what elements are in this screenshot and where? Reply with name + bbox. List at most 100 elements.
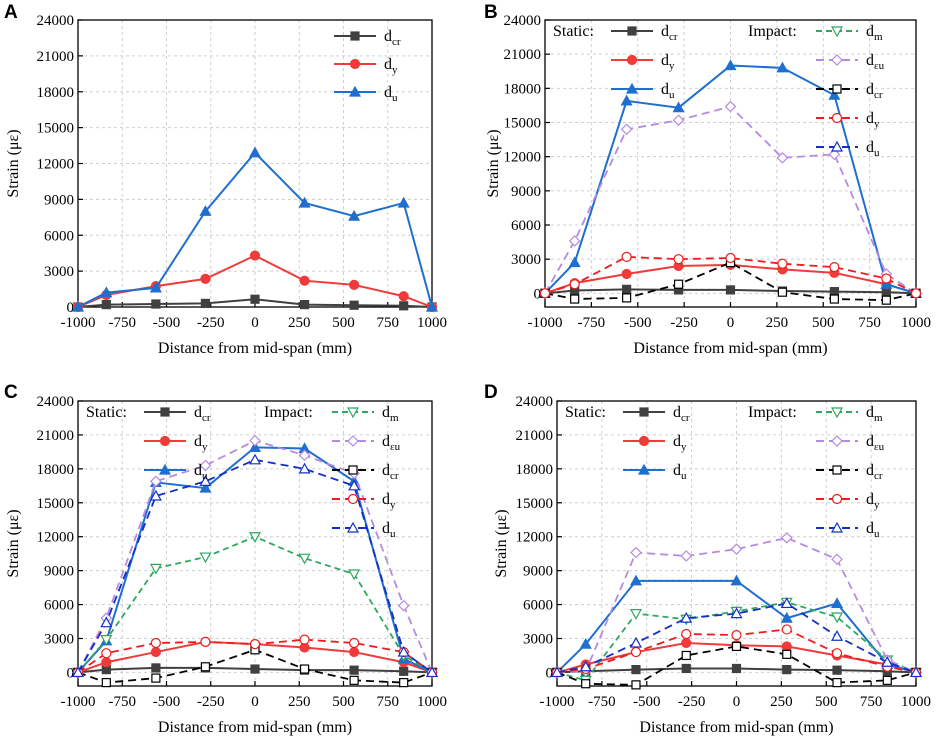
- data-point-i_eu: [150, 475, 162, 488]
- data-point-s_cr: [299, 300, 310, 310]
- y-tick-label: 9000: [44, 192, 74, 208]
- data-point-s_y: [621, 268, 632, 280]
- legend-label-subscript: u: [874, 147, 880, 159]
- legend-marker: [347, 493, 359, 505]
- data-point-i_u: [881, 656, 894, 667]
- legend-label-subscript: m: [390, 412, 399, 424]
- data-point-i_u: [100, 616, 113, 628]
- data-point-s_cr: [622, 284, 632, 294]
- y-tick-label: 15000: [37, 496, 75, 512]
- x-axis-title: Distance from mid-span (mm): [158, 340, 352, 357]
- data-point-i_y: [673, 254, 684, 265]
- x-tick-label: 750: [858, 315, 881, 331]
- legend-label-main: d: [866, 139, 874, 156]
- chart-panel-C: -1000 -750 -500 -250 0 250 500 750 1000 0 3000 6000…: [4, 382, 447, 736]
- data-point-i_u: [780, 597, 793, 609]
- legend-label-main: d: [194, 462, 202, 479]
- legend-label-subscript: cr: [874, 470, 883, 482]
- data-point-i_y: [200, 636, 211, 647]
- legend-label-subscript: u: [874, 528, 880, 540]
- data-point-s_cr: [151, 663, 161, 673]
- legend-impact-label: Impact:: [748, 404, 797, 421]
- data-point-i_u: [730, 607, 743, 619]
- data-point-i_y: [781, 624, 792, 635]
- data-point-i_cr: [101, 678, 111, 688]
- legend-label-s_cr: dcr: [661, 23, 678, 43]
- x-tick-label: 500: [815, 694, 838, 710]
- legend-label-subscript: y: [392, 64, 398, 76]
- data-point-s_u: [100, 286, 113, 298]
- legend-marker: [627, 26, 637, 36]
- data-point-i_cr: [622, 293, 632, 303]
- x-tick-label: 0: [251, 694, 259, 710]
- x-tick-label: -750: [109, 315, 137, 331]
- legend-label-s_cr: dcr: [673, 404, 690, 424]
- data-point-s_u: [579, 637, 592, 649]
- data-point-s_u: [248, 146, 262, 158]
- data-point-s_cr: [681, 663, 691, 674]
- data-point-s_y: [349, 279, 360, 290]
- data-point-i_eu: [199, 459, 212, 472]
- legend-label-i_y: dy: [382, 491, 396, 511]
- data-point-s_u: [620, 94, 633, 106]
- x-tick-label: 750: [377, 694, 400, 710]
- data-point-i_cr: [882, 675, 892, 685]
- y-tick-label: 12000: [516, 530, 554, 546]
- legend-label-i_y: dy: [866, 491, 880, 511]
- y-tick-label: 0: [67, 300, 75, 316]
- data-point-s_u: [397, 196, 410, 208]
- x-tick-label: -250: [197, 694, 225, 710]
- legend-marker: [346, 521, 360, 533]
- data-point-s_cr: [725, 285, 736, 295]
- legend-static-label: Static:: [565, 404, 606, 421]
- legend-label-subscript: y: [669, 60, 675, 72]
- legend-label-main: d: [194, 404, 202, 421]
- data-point-s_u: [776, 61, 789, 73]
- legend-label-main: d: [673, 462, 681, 479]
- legend-label-main: d: [382, 433, 390, 450]
- legend-label-main: d: [866, 491, 874, 508]
- data-point-i_cr: [349, 675, 359, 685]
- x-tick-label: 1000: [417, 315, 447, 331]
- data-point-s_u: [149, 281, 162, 293]
- legend-marker: [831, 112, 843, 124]
- data-point-i_eu: [828, 148, 841, 161]
- y-tick-label: 6000: [523, 598, 553, 614]
- legend-label-i_y: dy: [866, 110, 880, 130]
- x-tick-label: 0: [727, 315, 735, 331]
- x-tick-label: 250: [288, 694, 311, 710]
- data-point-s_cr: [782, 665, 792, 675]
- legend-label-main: d: [866, 81, 874, 98]
- data-point-s_cr: [151, 299, 161, 309]
- legend-label-subscript: cr: [669, 31, 678, 43]
- data-point-i_cr: [200, 662, 211, 672]
- x-tick-label: 1000: [417, 694, 447, 710]
- data-point-i_cr: [151, 673, 161, 683]
- legend-marker: [626, 54, 638, 66]
- legend-static-label: Static:: [86, 404, 127, 421]
- y-tick-label: 9000: [44, 564, 74, 580]
- legend-label-s_u: du: [384, 84, 398, 104]
- x-tick-label: -500: [624, 315, 652, 331]
- data-point-i_cr: [731, 641, 742, 652]
- data-point-i_y: [569, 279, 580, 290]
- legend-label-i_cr: dcr: [866, 462, 883, 482]
- data-point-i_y: [831, 648, 843, 659]
- legend-label-main: d: [866, 110, 874, 127]
- legend-marker: [625, 82, 639, 94]
- data-point-s_cr: [250, 664, 260, 674]
- legend-label-main: d: [866, 52, 874, 69]
- legend-label-i_m: dm: [866, 23, 883, 43]
- data-point-s_y: [681, 637, 692, 649]
- chart-panel-A: -1000 -750 -500 -250 0 250 500 750 1000 0 3000 6000…: [4, 2, 447, 357]
- data-point-i_u: [831, 630, 844, 641]
- legend-label-s_cr: dcr: [194, 404, 211, 424]
- data-point-s_u: [828, 88, 841, 100]
- data-point-i_m: [629, 609, 642, 620]
- data-point-s_y: [150, 646, 161, 658]
- panel-letter: C: [4, 382, 18, 403]
- data-point-i_m: [149, 563, 162, 575]
- data-point-i_m: [100, 635, 113, 646]
- legend-label-subscript: m: [874, 31, 883, 43]
